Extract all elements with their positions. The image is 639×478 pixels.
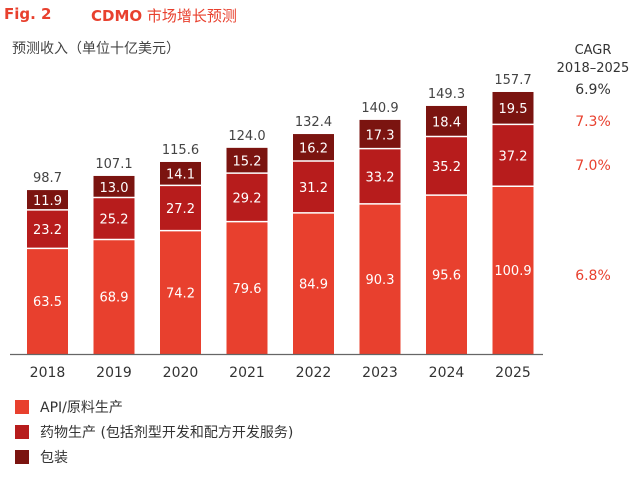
legend-item-packaging: 包装 (15, 447, 68, 467)
bar-value-label-2019-s0: 68.9 (100, 291, 129, 306)
bar-value-label-2023-s0: 90.3 (366, 273, 395, 288)
legend-label-drug-product: 药物生产 (包括剂型开发和配方开发服务) (40, 425, 294, 441)
x-tick-label-2023: 2023 (362, 365, 398, 381)
bar-segment-2019-s1 (93, 197, 135, 240)
bar-value-label-2020-s1: 27.2 (166, 202, 195, 217)
bar-value-label-2018-s1: 23.2 (33, 223, 62, 238)
bar-segment-2024-s1 (426, 136, 467, 196)
cagr-header-line1: CAGR (574, 43, 612, 58)
bar-value-label-2023-s2: 17.3 (366, 128, 395, 143)
bar-segment-2021-s2 (226, 147, 268, 174)
bar-segment-2024-s0 (426, 195, 467, 355)
bar-segment-2022-s0 (293, 212, 334, 355)
figure-title: CDMO 市场增长预测 (91, 5, 237, 26)
bar-value-label-2025-s1: 37.2 (499, 149, 528, 164)
cagr-header-line2: 2018–2025 (556, 61, 630, 76)
x-tick-label-2021: 2021 (229, 365, 265, 381)
bar-value-label-2018-s2: 11.9 (33, 194, 62, 209)
x-tick-label-2018: 2018 (30, 365, 66, 381)
bar-value-label-2022-s2: 16.2 (299, 142, 328, 157)
bar-value-label-2020-s2: 14.1 (166, 168, 195, 183)
figure-title-rest: 市场增长预测 (142, 7, 237, 25)
legend-swatch-drug-product (15, 425, 29, 439)
bar-value-label-2018-s0: 63.5 (33, 295, 62, 310)
bar-segment-2024-s2 (426, 105, 467, 138)
bar-total-label-2021: 124.0 (228, 129, 265, 144)
bar-total-label-2020: 115.6 (162, 143, 199, 158)
bar-value-label-2021-s1: 29.2 (233, 191, 262, 206)
bar-total-label-2024: 149.3 (428, 87, 465, 102)
bar-segment-2018-s2 (27, 190, 68, 211)
bar-segment-2021-s0 (226, 221, 268, 355)
bar-segment-2022-s2 (293, 134, 334, 162)
bar-segment-2023-s1 (359, 148, 401, 205)
bar-segment-2018-s1 (27, 209, 68, 249)
bar-total-label-2023: 140.9 (361, 101, 398, 116)
cagr-packaging: 7.3% (575, 114, 611, 130)
bar-segment-2020-s0 (160, 230, 201, 355)
x-tick-label-2019: 2019 (96, 365, 132, 381)
cagr-total: 6.9% (575, 82, 611, 98)
bar-segment-2022-s1 (293, 160, 334, 214)
figure-title-bold: CDMO (91, 7, 143, 25)
bar-value-label-2022-s1: 31.2 (299, 181, 328, 196)
bar-value-label-2023-s1: 33.2 (366, 170, 395, 185)
bar-segment-2019-s2 (93, 175, 135, 199)
legend-label-api: API/原料生产 (40, 400, 123, 416)
cagr-header: CAGR 2018–2025 (550, 42, 636, 78)
legend-label-packaging: 包装 (40, 450, 68, 466)
figure-label: Fig. 2 (4, 5, 52, 23)
bar-segment-2019-s0 (93, 239, 135, 355)
bar-segment-2025-s1 (492, 124, 534, 187)
bar-value-label-2022-s0: 84.9 (299, 277, 328, 292)
legend-swatch-packaging (15, 450, 29, 464)
bar-total-label-2019: 107.1 (95, 157, 132, 172)
bar-value-label-2021-s2: 15.2 (233, 154, 262, 169)
x-tick-label-2022: 2022 (296, 365, 332, 381)
bar-value-label-2024-s2: 18.4 (432, 115, 461, 130)
bar-value-label-2019-s2: 13.0 (100, 181, 129, 196)
legend-swatch-api (15, 400, 29, 414)
bar-segment-2020-s1 (160, 185, 201, 232)
cagr-drug-product: 7.0% (575, 158, 611, 174)
unit-label: 预测收入（单位十亿美元） (12, 41, 180, 57)
bar-segment-2020-s2 (160, 161, 201, 186)
cagr-api: 6.8% (575, 268, 611, 284)
x-tick-label-2024: 2024 (429, 365, 465, 381)
legend-item-drug-product: 药物生产 (包括剂型开发和配方开发服务) (15, 422, 293, 442)
bar-value-label-2020-s0: 74.2 (166, 286, 195, 301)
bar-value-label-2021-s0: 79.6 (233, 282, 262, 297)
bar-segment-2025-s0 (492, 186, 534, 355)
x-tick-label-2025: 2025 (495, 365, 531, 381)
bar-segment-2023-s2 (359, 119, 401, 150)
bar-value-label-2024-s1: 35.2 (432, 160, 461, 175)
bar-total-label-2018: 98.7 (33, 171, 62, 186)
bar-value-label-2025-s2: 19.5 (499, 102, 528, 117)
bar-value-label-2025-s0: 100.9 (494, 264, 531, 279)
legend-item-api: API/原料生产 (15, 397, 123, 417)
bar-total-label-2022: 132.4 (295, 115, 332, 130)
bar-segment-2021-s1 (226, 173, 268, 223)
bar-value-label-2019-s1: 25.2 (100, 213, 129, 228)
bar-segment-2023-s0 (359, 203, 401, 355)
bar-value-label-2024-s0: 95.6 (432, 269, 461, 284)
bar-segment-2025-s2 (492, 91, 534, 125)
bar-segment-2018-s0 (27, 248, 68, 355)
x-tick-label-2020: 2020 (163, 365, 199, 381)
bar-total-label-2025: 157.7 (494, 73, 531, 88)
